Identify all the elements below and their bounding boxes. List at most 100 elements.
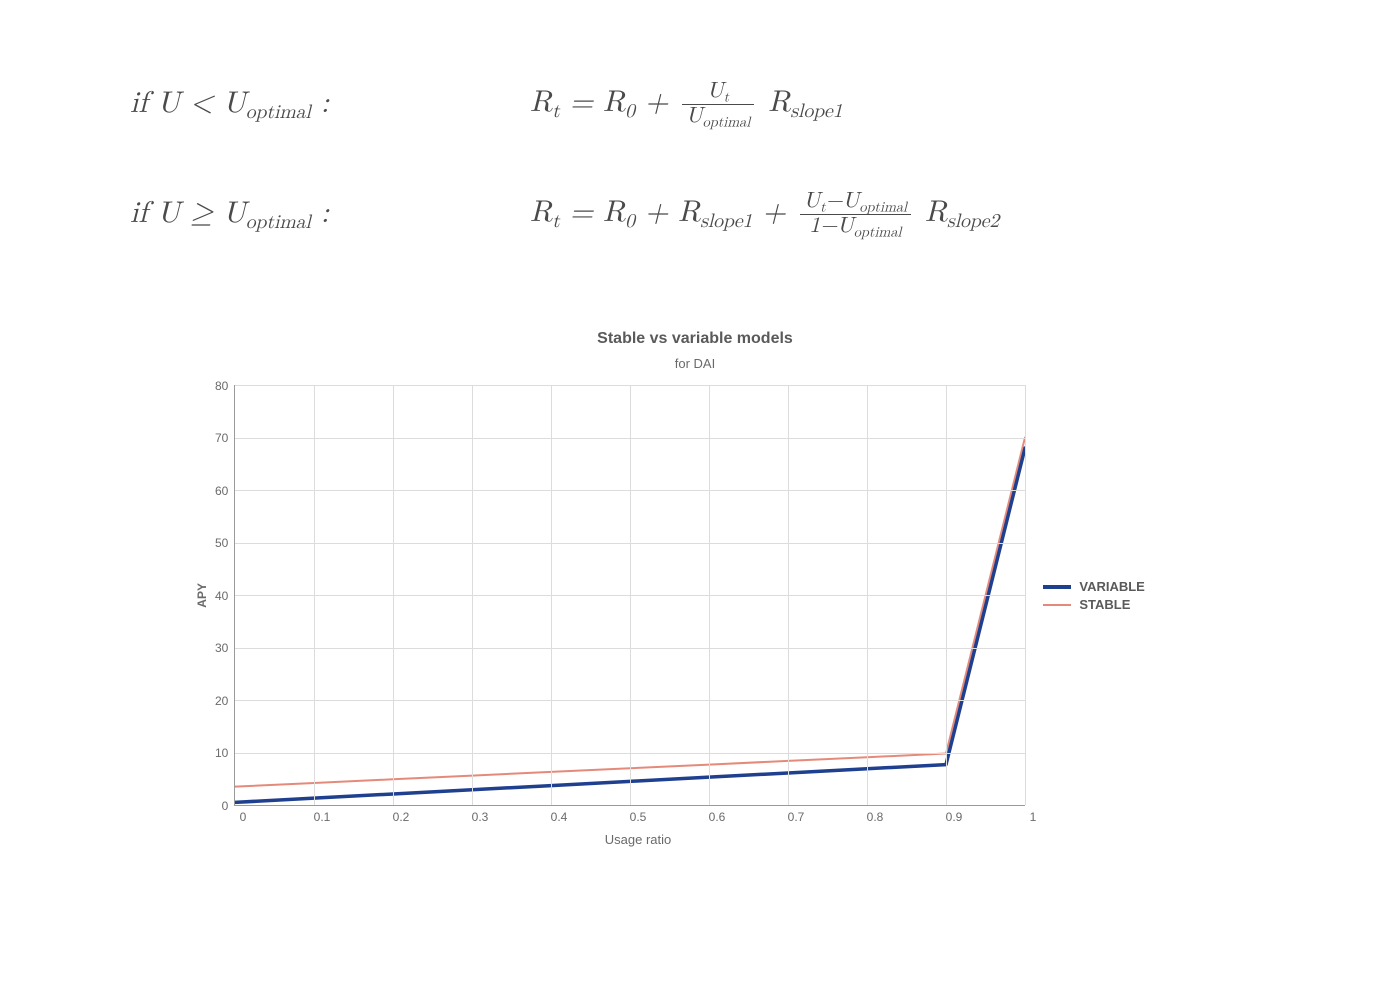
x-axis-block: 00.10.20.30.40.50.60.70.80.91 Usage rati… — [243, 806, 1033, 847]
eq1-fraction: Ut Uoptimal — [682, 80, 754, 130]
eq1-Uopt: Uoptimal — [223, 88, 311, 118]
eq1-frac-num-U: U — [707, 80, 724, 102]
eq1-Rslope1-sub: slope1 — [790, 101, 842, 121]
x-tick-label: 0.4 — [551, 810, 568, 824]
eq1-Rt-sub: t — [552, 101, 560, 121]
eq1-frac-den-U: U — [686, 105, 703, 127]
legend-item-stable: STABLE — [1043, 597, 1144, 612]
eq2-ge: ≥ — [190, 198, 223, 228]
equation-1-condition: if U < Uoptimal : — [130, 85, 530, 124]
eq2-Rslope1-base: R — [678, 197, 700, 227]
eq2-frac-num-minus: − — [826, 190, 843, 212]
y-axis-ticks: 80706050403020100 — [215, 386, 234, 806]
eq1-frac-den: Uoptimal — [682, 104, 754, 129]
gridline-v — [393, 385, 394, 805]
equation-1-body: Rt = R0 + Ut Uoptimal Rslope1 — [530, 80, 1258, 130]
chart-row: APY 80706050403020100 VARIABLE STABLE — [195, 385, 1195, 806]
eq1-Uopt-sub: optimal — [246, 102, 311, 122]
x-tick-label: 0 — [240, 810, 247, 824]
gridline-v — [551, 385, 552, 805]
eq2-if: if — [130, 198, 157, 228]
eq2-Rt-base: R — [530, 197, 552, 227]
eq2-frac-num-Ut: U — [804, 190, 821, 212]
eq1-frac-num-Usub: t — [724, 89, 730, 104]
gridline-v — [867, 385, 868, 805]
eq2-frac-num-Uoptsub: optimal — [859, 199, 907, 214]
chart-plot-area — [234, 385, 1025, 806]
gridline-v — [314, 385, 315, 805]
gridline-v — [788, 385, 789, 805]
eq2-colon: : — [321, 198, 329, 228]
x-tick-label: 0.3 — [472, 810, 489, 824]
legend-swatch-stable — [1043, 604, 1071, 606]
eq2-eq: = — [570, 197, 603, 227]
eq2-Uopt-sub: optimal — [246, 212, 311, 232]
legend-label-stable: STABLE — [1079, 597, 1130, 612]
eq1-R0-sub: 0 — [625, 101, 635, 121]
chart-subtitle: for DAI — [195, 356, 1195, 371]
equation-row-1: if U < Uoptimal : Rt = R0 + Ut Uoptimal … — [130, 80, 1258, 130]
eq1-eq: = — [570, 87, 603, 117]
eq1-if: if — [130, 88, 157, 118]
eq2-Uopt: Uoptimal — [223, 198, 311, 228]
x-axis-ticks: 00.10.20.30.40.50.60.70.80.91 — [243, 806, 1033, 824]
eq1-Rt-base: R — [530, 87, 552, 117]
x-tick-label: 0.5 — [630, 810, 647, 824]
gridline-v — [709, 385, 710, 805]
x-tick-label: 0.8 — [867, 810, 884, 824]
eq2-frac-den-Uopt: U — [837, 215, 854, 237]
eq2-R0-base: R — [603, 197, 625, 227]
eq2-frac-den-Uoptsub: optimal — [854, 224, 902, 239]
eq1-U: U — [157, 88, 180, 118]
chart-legend: VARIABLE STABLE — [1043, 576, 1144, 615]
eq2-R0-sub: 0 — [625, 211, 635, 231]
x-tick-label: 0.1 — [314, 810, 331, 824]
x-tick-label: 0.9 — [946, 810, 963, 824]
eq1-Rslope1: Rslope1 — [768, 87, 842, 117]
y-axis-label: APY — [195, 583, 209, 608]
gridline-v — [1025, 385, 1026, 805]
eq2-frac-num: Ut−Uoptimal — [800, 190, 911, 214]
legend-label-variable: VARIABLE — [1079, 579, 1144, 594]
x-tick-label: 1 — [1030, 810, 1037, 824]
gridline-v — [472, 385, 473, 805]
eq2-plus1: + — [645, 197, 678, 227]
chart-container: Stable vs variable models for DAI APY 80… — [195, 330, 1195, 847]
eq2-Rslope2-base: R — [925, 197, 947, 227]
equation-row-2: if U ≥ Uoptimal : Rt = R0 + Rslope1 + Ut… — [130, 190, 1258, 240]
eq2-Rt-sub: t — [552, 211, 560, 231]
x-tick-label: 0.7 — [788, 810, 805, 824]
eq2-plus2: + — [762, 197, 795, 227]
eq1-colon: : — [321, 88, 329, 118]
eq2-Uopt-base: U — [223, 198, 246, 228]
x-tick-label: 0.6 — [709, 810, 726, 824]
gridline-v — [946, 385, 947, 805]
x-tick-label: 0.2 — [393, 810, 410, 824]
equations-block: if U < Uoptimal : Rt = R0 + Ut Uoptimal … — [130, 80, 1258, 299]
below-plot-row: 0 0.1 0.2 0.3 0.4 0.5 0.6 0.7 0.8 0.9 1 Usage rati… — [195, 806, 1195, 847]
page: if U < Uoptimal : Rt = R0 + Ut Uoptimal … — [0, 0, 1388, 988]
eq1-Rt: Rt — [530, 87, 560, 117]
legend-item-variable: VARIABLE — [1043, 579, 1144, 594]
eq2-frac-den: 1−Uoptimal — [800, 214, 911, 239]
eq2-Rslope2: Rslope2 — [925, 197, 999, 227]
eq2-frac-num-Uopt: U — [843, 190, 860, 212]
eq2-frac-den-one: 1 — [809, 215, 820, 237]
eq1-frac-den-Usub: optimal — [703, 115, 751, 130]
eq2-R0: R0 — [603, 197, 635, 227]
chart-title: Stable vs variable models — [195, 330, 1195, 348]
x-axis-label: Usage ratio — [243, 832, 1033, 847]
eq1-lt: < — [190, 88, 223, 118]
eq2-frac-den-minus: − — [820, 215, 837, 237]
gridline-v — [630, 385, 631, 805]
equation-2-condition: if U ≥ Uoptimal : — [130, 195, 530, 234]
eq2-Rt: Rt — [530, 197, 560, 227]
eq2-Rslope1: Rslope1 — [678, 197, 752, 227]
eq1-R0-base: R — [603, 87, 625, 117]
eq1-R0: R0 — [603, 87, 635, 117]
eq2-Rslope1-sub: slope1 — [700, 211, 752, 231]
eq1-frac-num: Ut — [682, 80, 754, 104]
equation-2-body: Rt = R0 + Rslope1 + Ut−Uoptimal 1−Uoptim… — [530, 190, 1258, 240]
eq2-fraction: Ut−Uoptimal 1−Uoptimal — [800, 190, 911, 240]
eq2-U: U — [157, 198, 180, 228]
